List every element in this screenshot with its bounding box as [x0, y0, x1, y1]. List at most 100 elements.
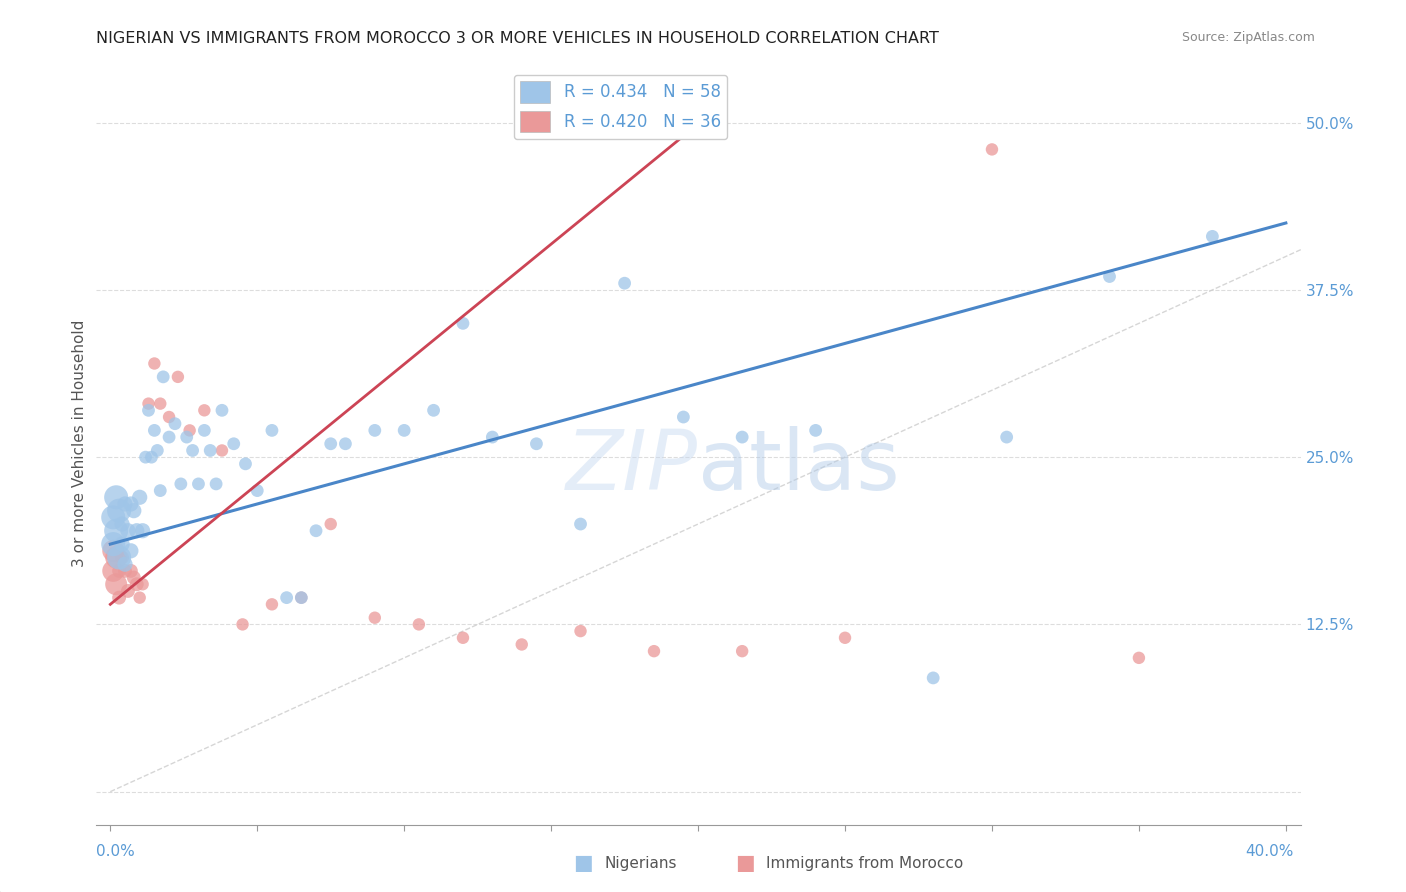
Point — [451, 631, 474, 645]
Point — [128, 491, 150, 505]
Point — [138, 396, 160, 410]
Point — [103, 544, 125, 558]
Point — [235, 457, 257, 471]
Point — [117, 524, 139, 538]
Point — [181, 443, 204, 458]
Point — [108, 564, 131, 578]
Text: atlas: atlas — [697, 426, 900, 508]
Text: Nigerians: Nigerians — [605, 856, 678, 871]
Text: Source: ZipAtlas.com: Source: ZipAtlas.com — [1181, 31, 1315, 45]
Y-axis label: 3 or more Vehicles in Household: 3 or more Vehicles in Household — [72, 320, 87, 567]
Point — [276, 591, 298, 605]
Point — [111, 550, 134, 565]
Point — [143, 356, 166, 371]
Point — [1098, 269, 1121, 284]
Point — [451, 317, 474, 331]
Point — [187, 476, 209, 491]
Point — [731, 644, 754, 658]
Point — [176, 430, 198, 444]
Text: Immigrants from Morocco: Immigrants from Morocco — [766, 856, 963, 871]
Point — [143, 424, 166, 438]
Point — [120, 544, 142, 558]
Point — [364, 424, 387, 438]
Point — [163, 417, 186, 431]
Point — [569, 517, 592, 532]
Point — [643, 644, 665, 658]
Point — [526, 437, 548, 451]
Point — [290, 591, 312, 605]
Point — [922, 671, 945, 685]
Point — [260, 424, 283, 438]
Point — [995, 430, 1018, 444]
Point — [103, 537, 125, 551]
Point — [103, 510, 125, 524]
Point — [193, 424, 215, 438]
Point — [157, 410, 180, 425]
Text: ZIP: ZIP — [567, 426, 697, 508]
Point — [131, 524, 153, 538]
Point — [149, 483, 172, 498]
Point — [120, 564, 142, 578]
Point — [260, 598, 283, 612]
Text: NIGERIAN VS IMMIGRANTS FROM MOROCCO 3 OR MORE VEHICLES IN HOUSEHOLD CORRELATION : NIGERIAN VS IMMIGRANTS FROM MOROCCO 3 OR… — [96, 31, 938, 46]
Point — [200, 443, 222, 458]
Point — [211, 443, 233, 458]
Point — [481, 430, 503, 444]
Point — [114, 497, 136, 511]
Point — [120, 497, 142, 511]
Point — [408, 617, 430, 632]
Point — [232, 617, 254, 632]
Point — [125, 524, 148, 538]
Point — [128, 591, 150, 605]
Text: ■: ■ — [735, 854, 755, 873]
Point — [108, 591, 131, 605]
Point — [319, 517, 342, 532]
Point — [205, 476, 228, 491]
Point — [179, 424, 201, 438]
Point — [117, 584, 139, 599]
Point — [290, 591, 312, 605]
Point — [135, 450, 157, 465]
Point — [105, 524, 128, 538]
Point — [122, 503, 145, 517]
Point — [114, 557, 136, 572]
Point — [422, 403, 444, 417]
Point — [105, 491, 128, 505]
Point — [211, 403, 233, 417]
Point — [157, 430, 180, 444]
Point — [170, 476, 193, 491]
Point — [105, 577, 128, 591]
Point — [125, 577, 148, 591]
Point — [167, 370, 190, 384]
Point — [111, 537, 134, 551]
Point — [834, 631, 856, 645]
Point — [149, 396, 172, 410]
Point — [152, 370, 174, 384]
Point — [510, 637, 533, 651]
Point — [141, 450, 163, 465]
Text: 0.0%: 0.0% — [96, 845, 135, 859]
Point — [105, 550, 128, 565]
Point — [1201, 229, 1223, 244]
Point — [222, 437, 245, 451]
Point — [131, 577, 153, 591]
Point — [569, 624, 592, 639]
Point — [319, 437, 342, 451]
Point — [305, 524, 328, 538]
Point — [981, 143, 1004, 157]
Point — [804, 424, 827, 438]
Point — [246, 483, 269, 498]
Point — [146, 443, 169, 458]
Point — [613, 277, 636, 291]
Point — [108, 503, 131, 517]
Point — [114, 564, 136, 578]
Point — [364, 611, 387, 625]
Legend: R = 0.434   N = 58, R = 0.420   N = 36: R = 0.434 N = 58, R = 0.420 N = 36 — [513, 75, 727, 139]
Point — [193, 403, 215, 417]
Text: ■: ■ — [574, 854, 593, 873]
Point — [108, 550, 131, 565]
Point — [111, 517, 134, 532]
Point — [731, 430, 754, 444]
Point — [138, 403, 160, 417]
Point — [122, 571, 145, 585]
